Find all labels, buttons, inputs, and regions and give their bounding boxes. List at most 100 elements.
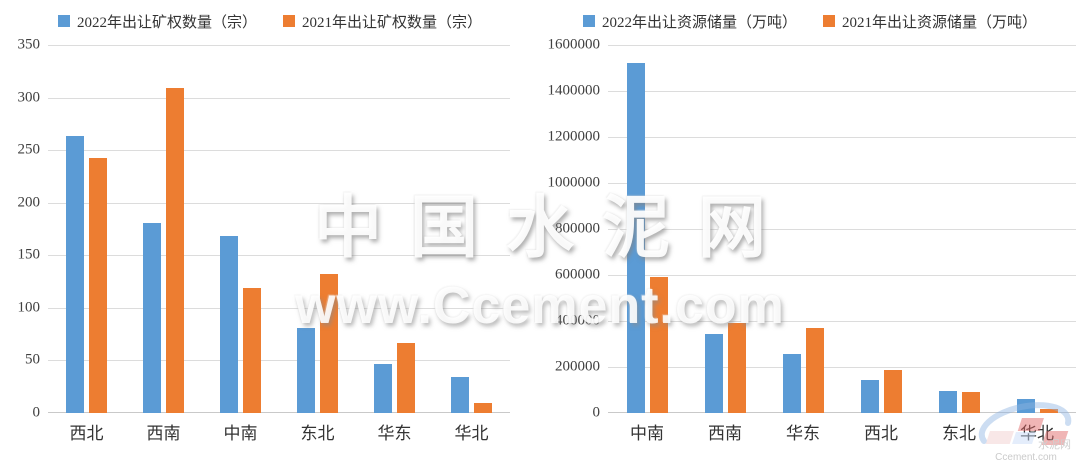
legend-label: 2021年出让资源储量（万吨） <box>842 14 1038 31</box>
y-axis-labels: 0 200000 400000 600000 800000 1000000 1200000 1… <box>540 37 608 420</box>
x-category-label: 西北 <box>69 424 104 443</box>
x-axis-spacer <box>510 419 540 444</box>
bar <box>704 333 723 413</box>
bar <box>166 88 184 413</box>
gridline <box>608 229 1076 230</box>
bar <box>727 323 746 413</box>
gridline <box>608 367 1076 368</box>
gridline <box>608 321 1076 322</box>
legend-item: 2022年出让矿权数量（宗） <box>57 11 257 32</box>
bar <box>938 391 957 413</box>
legend-label: 2021年出让矿权数量（宗） <box>302 14 483 31</box>
x-axis-spacer <box>0 419 48 444</box>
x-axis-labels: 中南 西南 华东 西北 东北 华北 <box>608 419 1076 444</box>
bar-group <box>608 45 686 413</box>
x-category-label: 华东 <box>786 424 820 443</box>
x-axis-labels: 西北 西南 中南 东北 华东 华北 <box>48 419 510 444</box>
x-axis-spacer <box>1076 419 1080 444</box>
y-tick-label: 400000 <box>555 312 600 329</box>
gridline <box>48 45 510 46</box>
y-tick-label: 50 <box>25 351 40 368</box>
bar <box>1016 399 1035 413</box>
y-tick-label: 600000 <box>555 266 600 283</box>
y-tick-label: 1400000 <box>547 82 601 99</box>
y-tick-label: 0 <box>32 404 41 421</box>
legend-item: 2021年出让矿权数量（宗） <box>283 11 482 32</box>
gridline <box>608 137 1076 138</box>
legend-label: 2022年出让矿权数量（宗） <box>76 14 257 31</box>
y-axis-labels: 0 50 100 150 200 250 300 350 <box>0 37 48 420</box>
gridline <box>608 183 1076 184</box>
bar-group <box>686 45 764 413</box>
bar-group <box>48 45 125 413</box>
bar-group <box>202 45 279 413</box>
bar-group <box>279 45 356 413</box>
bar <box>1039 408 1058 413</box>
legend-label: 2022年出让资源储量（万吨） <box>601 14 797 31</box>
bar <box>374 363 392 413</box>
gridline <box>48 360 510 362</box>
bar-groups <box>48 45 510 413</box>
bar <box>143 222 161 413</box>
bar-group <box>842 45 920 413</box>
bar <box>649 277 668 413</box>
chart-mining-rights-count: 2022年出让矿权数量（宗） 2021年出让矿权数量（宗） 0 50 100 150 20… <box>0 10 540 444</box>
bar-group <box>433 45 510 413</box>
bar-groups <box>608 45 1076 413</box>
y-tick-label: 150 <box>17 246 41 263</box>
y-tick-label: 1600000 <box>547 36 601 53</box>
plot-right-margin <box>1076 45 1080 413</box>
bar <box>243 287 261 413</box>
bar <box>805 327 824 413</box>
x-category-label: 东北 <box>300 424 335 443</box>
bar <box>626 63 645 413</box>
legend-swatch-icon <box>283 15 295 27</box>
x-axis-line <box>608 412 1076 413</box>
y-tick-label: 200000 <box>555 358 600 375</box>
x-axis-spacer <box>540 419 608 444</box>
legend-swatch-icon <box>582 15 595 27</box>
bar <box>883 370 902 413</box>
plot-area <box>48 45 510 413</box>
y-tick-label: 200 <box>17 194 41 211</box>
plot-right-margin <box>510 45 540 413</box>
gridline <box>48 202 510 204</box>
gridline <box>48 307 510 309</box>
bar-group <box>920 45 998 413</box>
legend-swatch-icon <box>57 15 70 27</box>
bar <box>397 342 415 413</box>
gridline <box>608 45 1076 46</box>
legend: 2022年出让资源储量（万吨） 2021年出让资源储量（万吨） <box>540 10 1080 32</box>
bar-group <box>998 45 1076 413</box>
gridline <box>608 275 1076 276</box>
bar <box>297 327 315 413</box>
bar <box>220 236 238 413</box>
x-category-label: 华北 <box>454 424 489 443</box>
gridline <box>48 150 510 152</box>
bar-group <box>356 45 433 413</box>
y-tick-label: 1200000 <box>547 128 601 145</box>
y-tick-label: 250 <box>17 141 41 158</box>
y-tick-label: 1000000 <box>547 174 601 191</box>
bar <box>474 402 492 413</box>
chart-resource-reserves: 2022年出让资源储量（万吨） 2021年出让资源储量（万吨） 0 200000 40… <box>540 0 1080 465</box>
bar-group <box>764 45 842 413</box>
x-category-label: 华北 <box>1020 424 1054 443</box>
x-category-label: 西南 <box>708 424 742 443</box>
bar <box>451 377 469 413</box>
bar <box>961 392 980 413</box>
x-axis-line <box>48 412 510 413</box>
bar <box>320 274 338 413</box>
y-tick-label: 300 <box>17 89 41 106</box>
bar <box>860 379 879 413</box>
y-tick-label: 800000 <box>555 220 600 237</box>
legend-item: 2021年出让资源储量（万吨） <box>823 11 1037 32</box>
bar <box>89 157 107 413</box>
gridline <box>48 255 510 257</box>
y-tick-label: 350 <box>17 36 41 53</box>
plot-area <box>608 45 1076 413</box>
x-category-label: 华东 <box>377 424 412 443</box>
y-tick-label: 100 <box>17 299 41 316</box>
bar <box>782 354 801 413</box>
legend: 2022年出让矿权数量（宗） 2021年出让矿权数量（宗） <box>0 10 540 32</box>
